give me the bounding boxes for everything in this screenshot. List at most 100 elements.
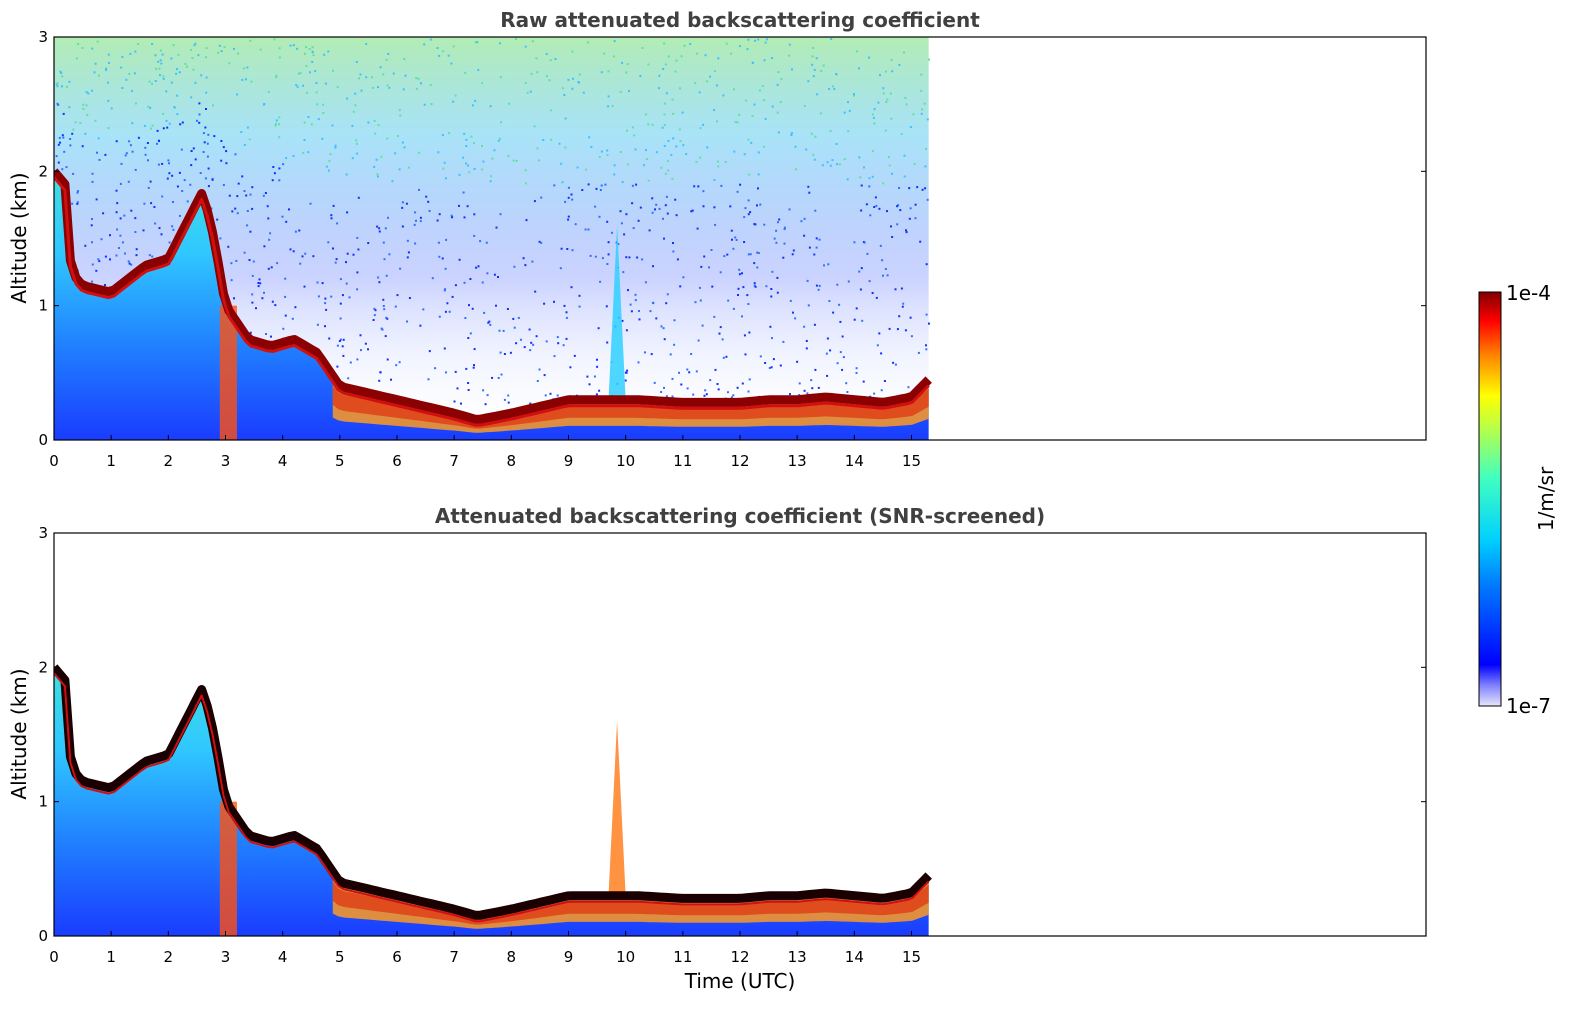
speckle bbox=[176, 185, 179, 188]
speckle bbox=[134, 168, 137, 171]
speckle bbox=[360, 89, 363, 92]
speckle bbox=[417, 77, 420, 80]
speckle bbox=[104, 255, 107, 258]
speckle bbox=[848, 109, 851, 112]
speckle bbox=[607, 241, 610, 244]
speckle bbox=[278, 167, 281, 170]
speckle bbox=[619, 210, 622, 213]
speckle bbox=[673, 319, 676, 322]
speckle bbox=[211, 178, 214, 181]
speckle bbox=[121, 87, 124, 89]
speckle bbox=[431, 277, 434, 280]
speckle bbox=[624, 379, 627, 382]
speckle bbox=[241, 175, 244, 178]
speckle bbox=[347, 377, 350, 380]
x-tick-label: 14 bbox=[845, 948, 864, 966]
speckle bbox=[284, 295, 287, 298]
speckle bbox=[271, 300, 274, 303]
speckle bbox=[853, 241, 856, 244]
speckle bbox=[305, 64, 308, 67]
speckle bbox=[909, 126, 912, 129]
speckle bbox=[894, 363, 897, 366]
speckle bbox=[665, 302, 668, 305]
speckle bbox=[218, 44, 221, 47]
speckle bbox=[808, 191, 811, 194]
speckle bbox=[732, 394, 735, 397]
speckle bbox=[355, 139, 358, 142]
speckle bbox=[292, 44, 295, 47]
speckle bbox=[650, 353, 653, 356]
speckle bbox=[159, 59, 162, 62]
speckle bbox=[298, 229, 301, 232]
x-tick-label: 13 bbox=[788, 452, 807, 470]
speckle bbox=[637, 219, 640, 222]
x-tick-label: 8 bbox=[507, 452, 517, 470]
speckle bbox=[489, 323, 492, 326]
speckle bbox=[315, 82, 318, 84]
speckle bbox=[339, 302, 342, 305]
speckle bbox=[242, 67, 245, 70]
speckle bbox=[378, 281, 381, 284]
speckle bbox=[888, 327, 891, 330]
speckle bbox=[143, 202, 146, 205]
speckle bbox=[920, 89, 923, 92]
speckle bbox=[273, 172, 276, 175]
speckle bbox=[564, 200, 567, 203]
speckle bbox=[351, 157, 354, 160]
y-tick-label: 1 bbox=[38, 297, 48, 315]
speckle bbox=[263, 102, 266, 105]
speckle bbox=[316, 103, 319, 106]
speckle bbox=[263, 245, 266, 248]
speckle bbox=[881, 259, 884, 262]
speckle bbox=[95, 269, 98, 272]
speckle bbox=[332, 69, 334, 72]
speckle bbox=[104, 284, 106, 286]
speckle bbox=[884, 129, 887, 132]
speckle bbox=[744, 353, 747, 356]
speckle bbox=[594, 205, 597, 208]
speckle bbox=[719, 326, 722, 329]
speckle bbox=[655, 203, 658, 206]
speckle bbox=[119, 182, 122, 185]
speckle bbox=[754, 39, 756, 42]
speckle bbox=[718, 332, 721, 335]
speckle bbox=[325, 308, 328, 311]
speckle bbox=[374, 132, 377, 135]
speckle bbox=[295, 83, 298, 86]
speckle bbox=[716, 120, 718, 123]
speckle bbox=[75, 57, 78, 60]
speckle bbox=[882, 92, 885, 95]
speckle bbox=[312, 255, 315, 258]
speckle bbox=[790, 132, 793, 135]
speckle bbox=[692, 393, 695, 396]
speckle bbox=[630, 310, 633, 313]
speckle bbox=[116, 228, 119, 231]
speckle bbox=[871, 175, 874, 178]
speckle bbox=[282, 163, 285, 166]
speckle bbox=[807, 304, 810, 307]
speckle bbox=[406, 239, 409, 242]
speckle bbox=[289, 248, 292, 251]
speckle bbox=[571, 87, 574, 90]
speckle bbox=[888, 164, 891, 167]
speckle bbox=[275, 122, 277, 125]
speckle bbox=[805, 347, 808, 350]
speckle bbox=[76, 202, 79, 205]
speckle bbox=[891, 236, 894, 238]
speckle bbox=[543, 302, 546, 305]
speckle bbox=[645, 158, 648, 161]
speckle bbox=[497, 377, 500, 379]
speckle bbox=[570, 193, 573, 196]
speckle bbox=[334, 261, 337, 264]
speckle bbox=[532, 343, 535, 346]
speckle bbox=[903, 154, 906, 157]
speckle bbox=[394, 152, 397, 155]
speckle bbox=[234, 207, 237, 210]
speckle bbox=[372, 319, 375, 321]
speckle bbox=[885, 70, 887, 73]
speckle bbox=[120, 162, 123, 165]
speckle bbox=[764, 41, 767, 44]
speckle bbox=[406, 320, 408, 323]
speckle bbox=[813, 253, 816, 256]
speckle bbox=[69, 144, 72, 147]
